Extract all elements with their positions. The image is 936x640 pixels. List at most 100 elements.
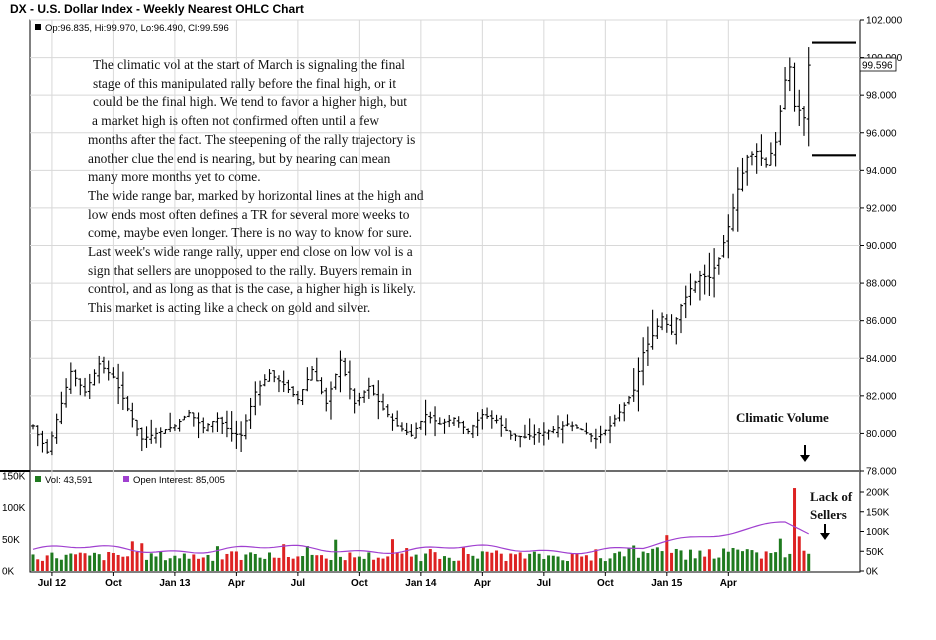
volume-bar [225,553,229,571]
volume-bar [305,545,309,571]
volume-bar [509,553,513,571]
volume-bar [457,560,461,571]
commentary-line: The climatic vol at the start of March i… [93,57,405,72]
date-tick-label: Jul [537,578,552,589]
volume-bar [121,556,125,571]
volume-bar [461,547,465,571]
volume-bar [802,550,806,571]
commentary-line: many more months yet to come. [88,169,261,185]
date-tick-label: Oct [105,578,122,589]
volume-bar [759,558,763,571]
volume-bar [774,552,778,571]
volume-bar [736,549,740,571]
volume-bar [485,551,489,571]
volume-bar [145,559,149,571]
volume-bar [428,549,432,571]
volume-left-label: 100K [2,503,26,514]
volume-bar [424,553,428,571]
volume-bar [320,555,324,571]
volume-bar [688,549,692,571]
volume-bar [532,551,536,571]
date-tick-label: Oct [597,578,614,589]
volume-bar [50,552,54,571]
volume-bar [40,560,44,571]
volume-legend: Vol: 43,591 Open Interest: 85,005 [35,475,225,486]
commentary-line: The wide range bar, marked by horizontal… [88,187,424,203]
chart-title: DX - U.S. Dollar Index - Weekly Nearest … [10,2,304,16]
commentary-line: could be the final high. We tend to favo… [93,94,408,110]
date-tick-label: Oct [351,578,368,589]
volume-bar [542,558,546,571]
volume-bar [409,556,413,571]
volume-bar [338,556,342,571]
volume-bar [36,559,40,571]
volume-bar [660,551,664,571]
volume-bar [679,550,683,571]
price-tick-label: 90.000 [866,241,897,252]
volume-bar [197,558,201,571]
commentary-line: a market high is often not confirmed oft… [92,113,380,129]
price-tick-label: 102.000 [866,16,903,27]
volume-bar [239,559,243,571]
volume-bar [187,558,191,571]
volume-bar [471,555,475,571]
volume-bar [253,553,257,571]
date-axis-labels: Jul 12 Oct Jan 13 Apr Jul Oct Jan 14 Apr Jul Oct J… [38,572,737,589]
volume-bar [556,556,560,571]
volume-bar [69,553,73,571]
volume-bar [722,548,726,571]
volume-bar [178,558,182,571]
volume-bar [334,539,338,571]
volume-bar [126,556,130,571]
price-legend-text: Op:96.835, Hi:99.970, Lo:96.490, Cl:99.5… [45,23,229,34]
volume-bar [632,545,636,571]
volume-bar [504,560,508,571]
volume-bar [608,558,612,571]
volume-bar [646,553,650,571]
volume-bar [353,557,357,571]
climatic-volume-label: Climatic Volume [736,410,829,425]
sellers-label: Sellers [810,507,847,522]
volume-bar [783,557,787,571]
volume-axis-labels: 150K 100K 50K 0K 200K 150K 100K 50K 0K [2,472,890,578]
price-legend: Op:96.835, Hi:99.970, Lo:96.490, Cl:99.5… [35,23,229,34]
volume-bar [329,559,333,571]
volume-bar [499,553,503,571]
volume-bar [655,547,659,571]
volume-bar [343,560,347,571]
commentary-line: stage of this manipulated rally before t… [93,75,397,91]
volume-bar [414,554,418,571]
price-legend-swatch [35,24,41,30]
volume-bar [641,551,645,571]
volume-bar [674,548,678,571]
volume-bar [528,553,532,571]
volume-bar [561,560,565,571]
vol-legend-text: Vol: 43,591 [45,475,93,486]
volume-bars [31,488,811,571]
volume-bar [395,552,399,571]
volume-bar [78,552,82,571]
oi-legend-swatch [123,476,129,482]
volume-bar [201,557,205,571]
volume-bar [793,488,797,571]
date-tick-label: Jan 15 [651,578,683,589]
climatic-volume-arrow [800,445,810,462]
date-tick-label: Apr [228,578,245,589]
last-price-box [859,57,897,72]
volume-bar [159,551,163,571]
volume-bar [518,552,522,571]
volume-bar [64,554,68,571]
price-tick-label: 88.000 [866,279,897,290]
commentary-line: control, and as long as that is the case… [88,281,416,297]
volume-bar [282,544,286,571]
volume-left-label: 0K [2,567,15,578]
price-tick-label: 78.000 [866,467,897,478]
lack-of-sellers-arrow [820,524,830,540]
price-tick-label: 96.000 [866,128,897,139]
volume-bar [362,558,366,571]
volume-left-label: 150K [2,472,26,483]
date-tick-label: Jan 14 [405,578,437,589]
volume-bar [797,536,801,571]
volume-bar [717,557,721,571]
volume-bar [92,552,96,571]
